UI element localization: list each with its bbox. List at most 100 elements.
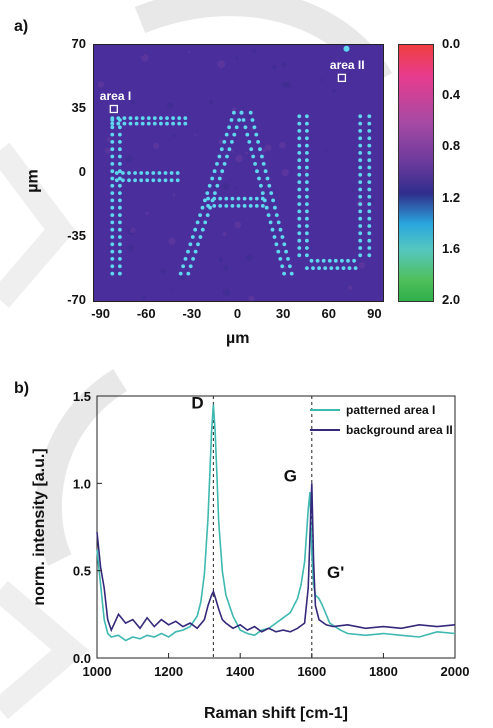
map-pattern-dot (243, 125, 248, 130)
map-pattern-dot (297, 209, 302, 214)
map-pattern-dot (358, 158, 363, 163)
map-noise (220, 173, 224, 176)
map-pattern-dot (110, 264, 115, 269)
map-pattern-dot (110, 183, 115, 188)
map-pattern-dot (118, 249, 122, 254)
map-pattern-dot (118, 264, 122, 269)
map-pattern-dot (114, 178, 119, 183)
map-noise (179, 274, 186, 281)
map-pattern-dot (265, 176, 270, 181)
map-pattern-dot (249, 147, 254, 152)
map-pattern-dot (261, 162, 266, 166)
map-noise (222, 183, 230, 191)
raman-map: area I area II (93, 44, 384, 302)
map-pattern-dot (297, 129, 302, 133)
map-noise (358, 262, 366, 269)
map-pattern-dot (110, 191, 115, 196)
map-pattern-dot (252, 125, 257, 130)
y-tick-label: 0.5 (73, 564, 91, 579)
map-pattern-dot (367, 194, 372, 199)
map-pattern-dot (305, 165, 309, 170)
map-pattern-dot (297, 143, 302, 148)
map-pattern-dot (305, 209, 309, 214)
map-pattern-dot (274, 242, 279, 247)
map-pattern-dot (297, 238, 302, 243)
map-pattern-dot (152, 116, 157, 120)
map-pattern-dot (305, 266, 309, 270)
map-noise (262, 148, 267, 153)
map-pattern-dot (340, 258, 344, 263)
map-pattern-dot (280, 264, 285, 269)
map-pattern-dot (165, 121, 169, 126)
map-pattern-dot (169, 171, 174, 175)
map-pattern-dot (193, 249, 198, 254)
map-pattern-dot (128, 121, 133, 126)
map-pattern-dot (358, 114, 363, 119)
map-pattern-dot (183, 121, 188, 126)
map-x-tick: -60 (136, 306, 156, 321)
map-pattern-dot (188, 242, 193, 247)
map-pattern-dot (191, 257, 195, 261)
map-pattern-dot (358, 216, 363, 221)
map-noise (272, 64, 277, 70)
map-pattern-dot (222, 140, 227, 144)
map-pattern-dot (321, 258, 326, 263)
map-pattern-dot (248, 204, 253, 208)
map-noise (231, 107, 237, 112)
map-pattern-dot (367, 165, 372, 170)
map-pattern-dot (346, 258, 350, 263)
map-pattern-dot (297, 151, 302, 155)
map-pattern-dot (305, 253, 309, 258)
map-pattern-dot (178, 271, 183, 276)
panel-b-label: b) (14, 380, 30, 397)
map-pattern-dot (367, 246, 372, 250)
map-pattern-dot (220, 169, 225, 174)
map-x-tick: 0 (233, 306, 242, 321)
map-pattern-dot (335, 266, 340, 270)
map-pattern-dot (230, 204, 235, 208)
map-pattern-dot (212, 169, 217, 174)
map-pattern-dot (118, 198, 122, 203)
map-pattern-dot (122, 121, 127, 126)
map-pattern-dot (311, 266, 315, 270)
map-pattern-dot (212, 204, 217, 208)
map-pattern-dot (256, 140, 260, 144)
map-pattern-dot (305, 224, 309, 228)
map-noise (125, 154, 133, 163)
map-pattern-dot (118, 169, 122, 174)
map-noise (247, 114, 252, 119)
map-pattern-dot (248, 196, 253, 201)
map-pattern-dot (110, 198, 115, 203)
map-pattern-dot (230, 196, 235, 201)
map-pattern-dot (239, 110, 244, 115)
map-pattern-dot (305, 194, 309, 199)
series-patterned-line (96, 404, 456, 642)
map-pattern-dot (186, 271, 191, 276)
map-pattern-dot (118, 140, 122, 144)
map-pattern-dot (248, 110, 253, 115)
map-pattern-dot (118, 162, 122, 166)
map-pattern-dot (367, 209, 372, 214)
map-pattern-dot (200, 205, 205, 210)
map-pattern-dot (367, 216, 372, 221)
map-y-tick: 35 (71, 100, 86, 115)
map-pattern-dot (218, 196, 223, 201)
map-pattern-dot (210, 176, 215, 181)
map-noise (104, 147, 111, 154)
map-pattern-dot (269, 191, 274, 196)
map-pattern-dot (297, 253, 302, 258)
map-pattern-dot (358, 224, 363, 228)
map-pattern-dot (358, 129, 363, 133)
map-pattern-dot (186, 249, 190, 254)
colorbar-tick: 0.0 (442, 36, 461, 51)
map-pattern-dot (274, 213, 279, 218)
map-pattern-dot (284, 249, 288, 254)
map-pattern-dot (305, 129, 309, 133)
map-pattern-dot (367, 202, 372, 207)
map-pattern-dot (227, 125, 232, 130)
map-noise (141, 54, 149, 62)
map-pattern-dot (110, 140, 115, 144)
map-pattern-dot (323, 266, 328, 270)
map-pattern-dot (305, 172, 309, 177)
map-pattern-dot (110, 242, 115, 247)
